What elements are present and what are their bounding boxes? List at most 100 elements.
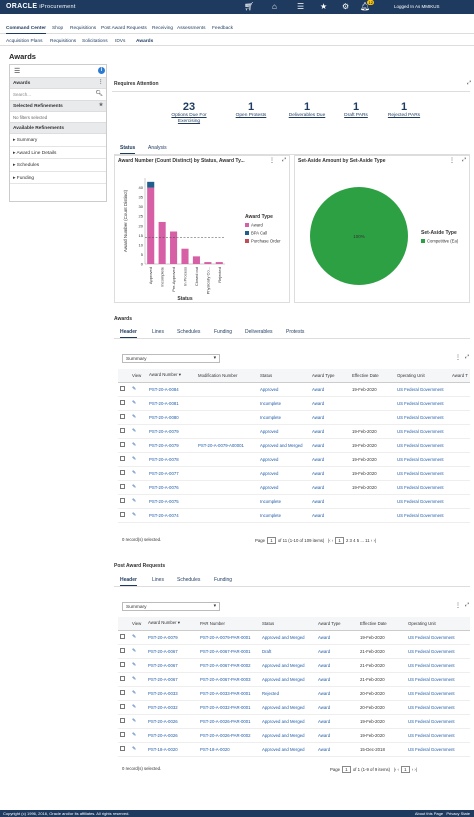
view-edit-icon[interactable]: ✎ [130, 424, 147, 439]
oracle-logo[interactable]: ORACLE iProcurement [6, 3, 76, 10]
cell-award-type[interactable]: Award [310, 508, 350, 523]
row-checkbox[interactable] [118, 658, 130, 673]
cell-modification-number[interactable] [196, 452, 258, 467]
cell-status[interactable]: Approved and Merged [260, 630, 316, 645]
view-edit-icon[interactable]: ✎ [130, 382, 147, 397]
prev-page-icon[interactable]: ‹ [397, 767, 399, 772]
page-link-11[interactable]: 11 [365, 538, 370, 543]
cell-operating-unit[interactable]: US Federal Government [406, 700, 470, 715]
page-link-4[interactable]: 4 [353, 538, 356, 543]
cell-award-number[interactable]: PST-20-A-0033 [146, 686, 198, 701]
view-edit-icon[interactable]: ✎ [130, 494, 147, 509]
cell-status[interactable]: Approved and Merged [260, 658, 316, 673]
row-checkbox[interactable] [118, 508, 130, 523]
cell-award-number[interactable]: PST-20-A-0079 [146, 630, 198, 645]
row-checkbox[interactable] [118, 382, 130, 397]
cell-modification-number[interactable]: PST-20-A-0079-A00001 [196, 438, 258, 453]
chart-options-icon[interactable]: ⋮ [269, 158, 275, 164]
tab-par-header[interactable]: Header [120, 577, 137, 586]
view-edit-icon[interactable]: ✎ [130, 396, 147, 411]
view-edit-icon[interactable]: ✎ [130, 700, 146, 715]
stat-open-protests[interactable]: 1 Open Protests [235, 101, 267, 118]
cell-award-number[interactable]: PST-20-A-0079 [147, 438, 196, 453]
search-icon[interactable]: 🔍︎ [95, 91, 103, 97]
subnav-awards[interactable]: Awards [136, 38, 154, 44]
cell-award-number[interactable]: PST-20-A-0084 [147, 382, 196, 397]
view-edit-icon[interactable]: ✎ [130, 438, 147, 453]
cell-operating-unit[interactable]: US Federal Government [406, 742, 470, 757]
cell-status[interactable]: Approved [258, 466, 310, 481]
tab-protests[interactable]: Protests [286, 329, 305, 335]
view-edit-icon[interactable]: ✎ [130, 686, 146, 701]
page-link-5[interactable]: 5 [356, 538, 360, 543]
view-edit-icon[interactable]: ✎ [130, 452, 147, 467]
view-edit-icon[interactable]: ✎ [130, 742, 146, 757]
cell-operating-unit[interactable]: US Federal Government [406, 728, 470, 743]
tab-header[interactable]: Header [120, 329, 137, 338]
row-checkbox[interactable] [118, 728, 130, 743]
about-page-link[interactable]: About this Page [414, 811, 444, 816]
col-status[interactable]: Status [258, 369, 310, 383]
stat-deliverables-due[interactable]: 1 Deliverables Due [288, 101, 326, 118]
tab-lines[interactable]: Lines [152, 329, 164, 335]
row-checkbox[interactable] [118, 672, 130, 687]
stat-rejected-pars[interactable]: 1 Rejected PARs [387, 101, 421, 118]
tab-schedules[interactable]: Schedules [177, 329, 201, 335]
par-table-options-icon[interactable]: ⋮ [455, 603, 461, 609]
cell-award-type[interactable]: Award [310, 480, 350, 495]
expand-icon[interactable]: ⤢ [467, 80, 472, 86]
page-number-input[interactable]: 1 [342, 766, 351, 773]
cell-status[interactable]: Approved and Merged [260, 672, 316, 687]
first-page-icon[interactable]: |‹ [327, 538, 331, 543]
tab-analysis[interactable]: Analysis [148, 145, 167, 151]
cell-award-type[interactable]: Award [310, 382, 350, 397]
cell-award-type[interactable]: Award [310, 466, 350, 481]
cell-award-type[interactable]: Award [316, 672, 358, 687]
table-row[interactable]: ✎ PST-20-A-0067 PST-20-A-0067-PAR-0002 Appr… [118, 658, 470, 673]
col-award-number[interactable]: Award Number ▾ [146, 617, 198, 631]
cell-operating-unit[interactable]: US Federal Government [406, 658, 470, 673]
cell-status[interactable]: Incomplete [258, 410, 310, 425]
cell-award-number[interactable]: PST-20-A-0078 [147, 452, 196, 467]
cell-operating-unit[interactable]: US Federal Government [395, 438, 450, 453]
table-row[interactable]: ✎ PST-20-A-0079 PST-20-A-0079-A00001 Approv… [118, 438, 470, 453]
next-page-icon[interactable]: › [411, 767, 414, 772]
view-edit-icon[interactable]: ✎ [130, 714, 146, 729]
table-row[interactable]: ✎ PST-20-A-0033 PST-20-A-0033-PAR-0001 Reje… [118, 686, 470, 701]
col-operating-unit[interactable]: Operating Unit [406, 617, 470, 631]
table-row[interactable]: ✎ PST-18-A-0020 PST-18-A-0020 Approved and … [118, 742, 470, 757]
cell-award-type[interactable]: Award [310, 452, 350, 467]
info-icon[interactable]: i [98, 67, 105, 74]
cell-operating-unit[interactable]: US Federal Government [395, 494, 450, 509]
row-checkbox[interactable] [118, 714, 130, 729]
cell-operating-unit[interactable]: US Federal Government [395, 410, 450, 425]
tab-par-lines[interactable]: Lines [152, 577, 164, 583]
row-checkbox[interactable] [118, 396, 130, 411]
col-effective-date[interactable]: Effective Date [358, 617, 406, 631]
refinement-award-line-details[interactable]: ▸ Award Line Details [10, 147, 106, 159]
cell-status[interactable]: Approved [258, 480, 310, 495]
col-award-type[interactable]: Award Type [310, 369, 350, 383]
cell-operating-unit[interactable]: US Federal Government [395, 396, 450, 411]
col-award-number[interactable]: Award Number ▾ [147, 369, 196, 383]
home-icon[interactable]: ⌂ [272, 2, 277, 11]
subnav-solicitations[interactable]: Solicitations [82, 38, 108, 44]
tab-deliverables[interactable]: Deliverables [245, 329, 273, 335]
nav-assessments[interactable]: Assessments [177, 26, 206, 31]
cell-status[interactable]: Approved and Merged [260, 728, 316, 743]
subnav-requisitions[interactable]: Requisitions [50, 38, 77, 44]
tab-par-schedules[interactable]: Schedules [177, 577, 201, 583]
chart-expand-icon[interactable]: ⤢ [461, 157, 466, 163]
cell-award-number[interactable]: PST-20-A-0077 [147, 466, 196, 481]
cell-modification-number[interactable] [196, 396, 258, 411]
menu-icon[interactable]: ☰ [297, 2, 305, 11]
col-status[interactable]: Status [260, 617, 316, 631]
cell-operating-unit[interactable]: US Federal Government [395, 480, 450, 495]
more-options-icon[interactable]: ⋮ [98, 80, 103, 85]
table-expand-icon[interactable]: ⤢ [465, 354, 470, 360]
page-number-input[interactable]: 1 [267, 537, 276, 544]
par-view-select[interactable]: Summary ▾ [122, 602, 220, 611]
page-link-2[interactable]: 2 [345, 538, 349, 543]
view-edit-icon[interactable]: ✎ [130, 508, 147, 523]
cell-modification-number[interactable] [196, 410, 258, 425]
